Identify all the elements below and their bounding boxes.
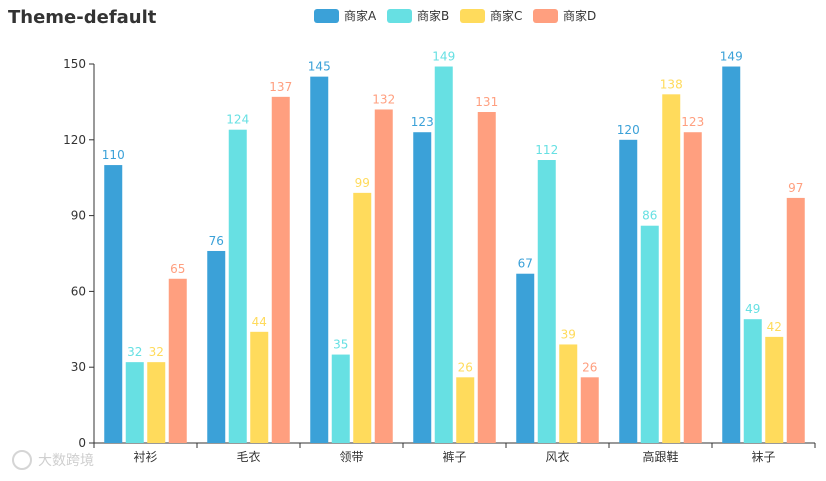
bar xyxy=(250,331,269,443)
legend-label: 商家A xyxy=(344,8,377,23)
bar xyxy=(559,344,578,443)
data-label: 124 xyxy=(226,113,249,127)
data-label: 123 xyxy=(411,115,434,129)
y-tick-label: 120 xyxy=(63,133,86,147)
data-label: 138 xyxy=(660,77,683,91)
bar xyxy=(125,362,144,443)
bars xyxy=(104,66,805,444)
legend-label: 商家D xyxy=(563,8,596,23)
data-label: 132 xyxy=(372,92,395,106)
bar xyxy=(580,377,599,443)
data-label: 137 xyxy=(269,80,292,94)
data-label: 99 xyxy=(355,176,370,190)
data-label: 26 xyxy=(458,360,473,374)
bar xyxy=(228,129,247,443)
x-tick-label: 高跟鞋 xyxy=(642,449,678,464)
x-tick-label: 风衣 xyxy=(545,449,569,464)
legend-label: 商家C xyxy=(490,8,522,23)
x-tick-label: 毛衣 xyxy=(236,449,260,464)
data-label: 97 xyxy=(788,181,803,195)
data-label: 131 xyxy=(475,95,498,109)
data-label: 120 xyxy=(617,123,640,137)
data-label: 26 xyxy=(582,360,597,374)
bar xyxy=(310,76,329,443)
bar xyxy=(786,197,805,443)
bar xyxy=(374,109,393,443)
data-label: 67 xyxy=(518,257,533,271)
data-label: 86 xyxy=(642,209,657,223)
data-label: 49 xyxy=(745,302,760,316)
data-label: 35 xyxy=(333,338,348,352)
legend-swatch xyxy=(314,9,339,23)
data-label: 32 xyxy=(149,345,164,359)
legend-swatch xyxy=(460,9,485,23)
bar xyxy=(147,362,166,443)
legend-item[interactable]: 商家B xyxy=(387,8,449,23)
bar xyxy=(271,96,290,443)
bar xyxy=(456,377,475,443)
y-tick-label: 150 xyxy=(63,57,86,71)
data-labels: 110 76 145 123 67 120 149 32 124 35 149 112 86 49 32 44… xyxy=(102,50,804,375)
y-tick-label: 90 xyxy=(71,209,86,223)
legend-swatch xyxy=(387,9,412,23)
watermark-logo-icon xyxy=(12,450,32,470)
data-label: 149 xyxy=(720,50,743,64)
bar xyxy=(765,336,784,443)
y-tick-label: 60 xyxy=(71,284,86,298)
data-label: 145 xyxy=(308,60,331,74)
bar xyxy=(168,278,187,443)
watermark: 大数跨境 xyxy=(12,450,94,470)
x-tick-label: 袜子 xyxy=(751,450,775,464)
data-label: 76 xyxy=(209,234,224,248)
legend-label: 商家B xyxy=(417,8,449,23)
bar xyxy=(722,66,741,443)
data-label: 32 xyxy=(127,345,142,359)
data-label: 65 xyxy=(170,262,185,276)
bar xyxy=(104,165,123,444)
bar xyxy=(477,112,496,444)
bar xyxy=(662,94,681,443)
legend-swatch xyxy=(533,9,558,23)
chart-title: Theme-default xyxy=(8,7,157,28)
y-tick-label: 0 xyxy=(78,436,86,450)
bar xyxy=(537,160,556,443)
bar xyxy=(640,225,659,443)
y-tick-label: 30 xyxy=(71,360,86,374)
x-tick-label: 裤子 xyxy=(442,450,466,464)
watermark-text: 大数跨境 xyxy=(38,453,94,469)
bar xyxy=(331,354,350,443)
bar xyxy=(434,66,453,443)
data-label: 42 xyxy=(767,320,782,334)
data-label: 112 xyxy=(535,143,558,157)
data-label: 123 xyxy=(681,115,704,129)
legend-item[interactable]: 商家C xyxy=(460,8,522,23)
legend-item[interactable]: 商家D xyxy=(533,8,596,23)
bar xyxy=(207,250,226,443)
bar xyxy=(743,319,762,443)
bar xyxy=(619,139,638,444)
data-label: 44 xyxy=(252,315,267,329)
legend: 商家A 商家B 商家C 商家D xyxy=(314,8,596,23)
bar xyxy=(413,132,432,443)
bar xyxy=(353,192,372,443)
x-tick-label: 领带 xyxy=(339,450,363,464)
legend-item[interactable]: 商家A xyxy=(314,8,377,23)
x-tick-label: 衬衫 xyxy=(133,450,157,464)
data-label: 39 xyxy=(561,327,576,341)
data-label: 110 xyxy=(102,148,125,162)
bar xyxy=(683,132,702,443)
bar xyxy=(516,273,535,443)
data-label: 149 xyxy=(432,50,455,64)
